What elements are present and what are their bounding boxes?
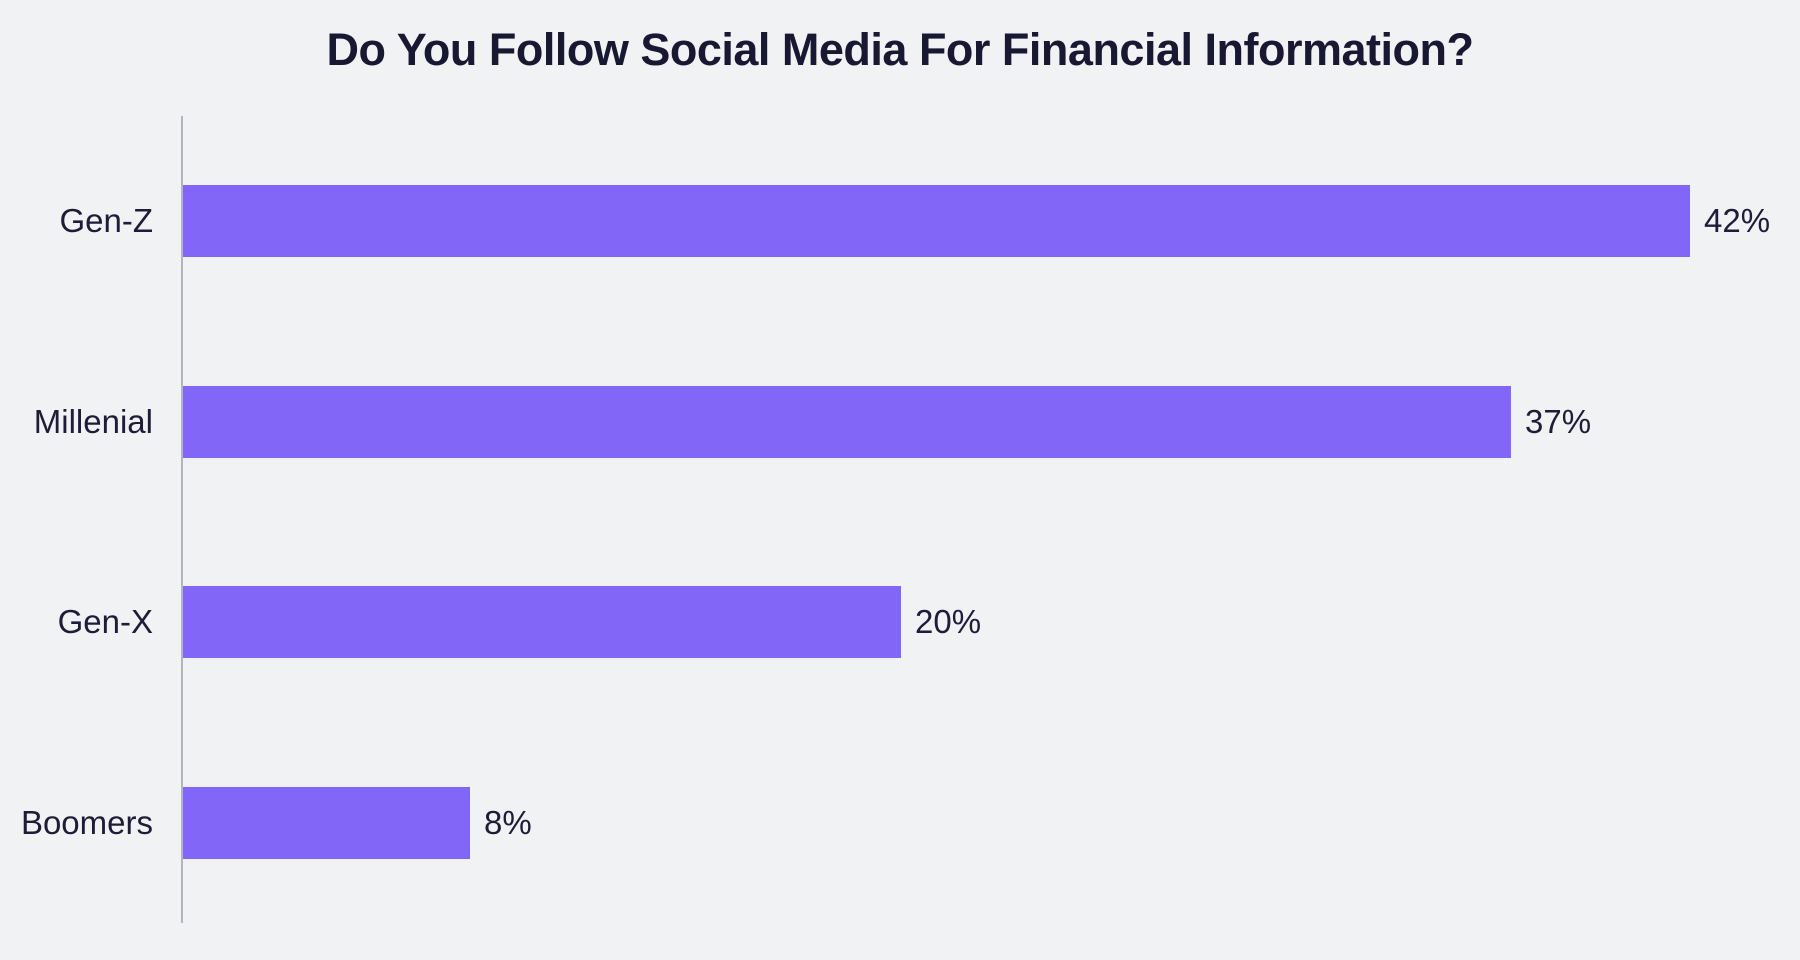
bar-row-gen-z: Gen-Z 42% (0, 185, 1800, 257)
value-label-gen-z: 42% (1704, 202, 1771, 239)
category-label-millenial: Millenial (33, 403, 153, 440)
value-label-boomers: 8% (484, 804, 532, 841)
bar-boomers (183, 787, 470, 859)
value-label-gen-x: 20% (915, 603, 982, 640)
bar-row-boomers: Boomers 8% (0, 787, 1800, 859)
category-label-gen-z: Gen-Z (59, 202, 153, 239)
y-axis-line (181, 116, 183, 923)
category-label-gen-x: Gen-X (57, 603, 153, 640)
chart-title: Do You Follow Social Media For Financial… (326, 24, 1474, 75)
bar-gen-x (183, 586, 901, 658)
bar-millenial (183, 386, 1511, 458)
bar-gen-z (183, 185, 1690, 257)
bar-row-millenial: Millenial 37% (0, 386, 1800, 458)
value-label-millenial: 37% (1525, 403, 1592, 440)
category-label-boomers: Boomers (20, 804, 153, 841)
bar-row-gen-x: Gen-X 20% (0, 586, 1800, 658)
